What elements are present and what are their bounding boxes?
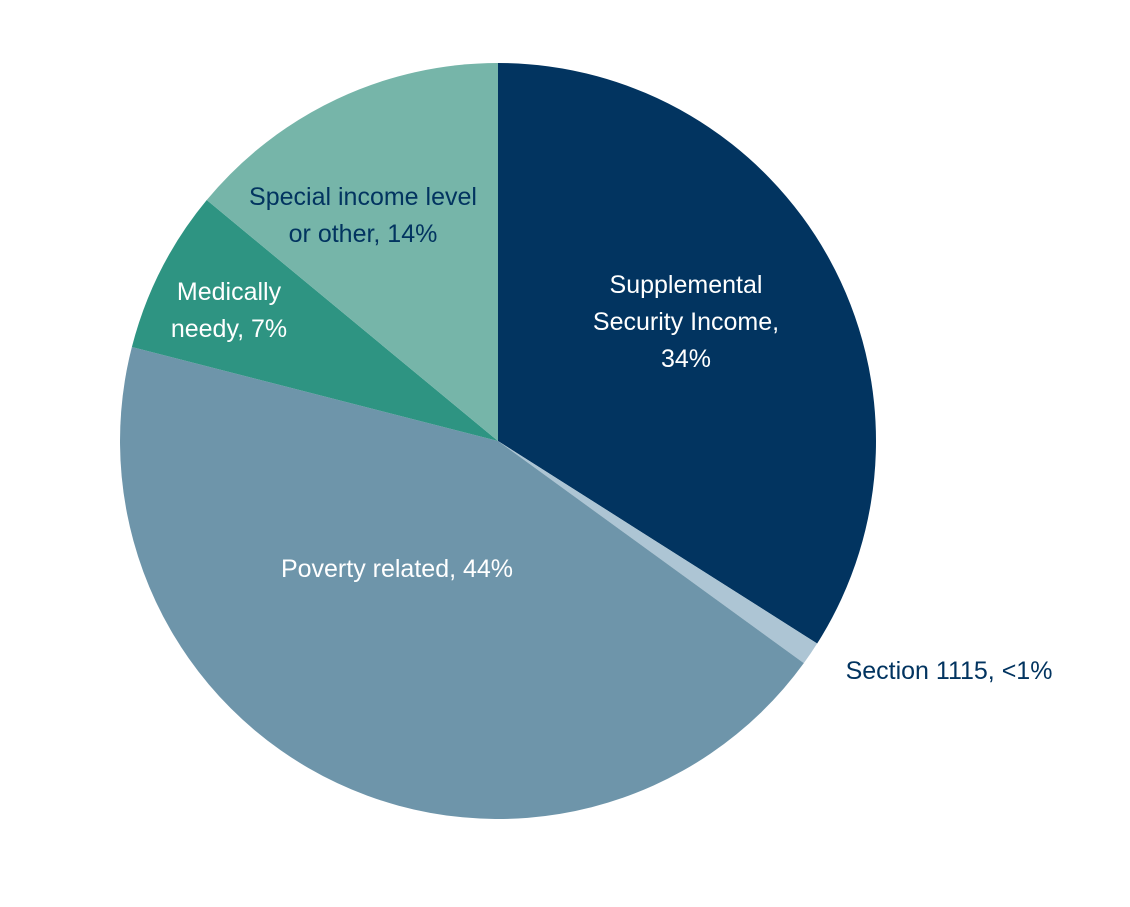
pie-label-special-income-level-or-other: Special income level or other, 14% — [249, 183, 477, 248]
pie-label-section-1115: Section 1115, <1% — [846, 657, 1053, 685]
pie-label-line: 34% — [661, 345, 711, 373]
pie-label-poverty-related: Poverty related, 44% — [281, 555, 513, 583]
pie-label-line: Poverty related, 44% — [281, 555, 513, 583]
pie-slice-section-1115 — [498, 441, 818, 664]
pie-label-medically-needy: Medically needy, 7% — [171, 278, 287, 343]
pie-label-line: Section 1115, <1% — [846, 657, 1053, 685]
pie-slice-medically-needy — [131, 200, 498, 441]
pie-label-line: or other, 14% — [289, 220, 438, 248]
pie-label-supplemental-security-income: Supplemental Security Income, 34% — [593, 271, 779, 373]
pie-slice-supplemental-security-income — [498, 63, 877, 644]
pie-label-line: Medically — [177, 278, 282, 306]
pie-slices — [120, 62, 877, 819]
pie-labels: Supplemental Security Income, 34% Section 1… — [171, 183, 1053, 685]
pie-label-line: Special income level — [249, 183, 477, 211]
pie-slice-special-income-level-or-other — [206, 62, 498, 441]
pie-label-line: needy, 7% — [171, 315, 287, 343]
pie-label-line: Supplemental — [610, 271, 763, 299]
pie-label-line: Security Income, — [593, 308, 779, 336]
pie-slice-poverty-related — [120, 347, 804, 819]
